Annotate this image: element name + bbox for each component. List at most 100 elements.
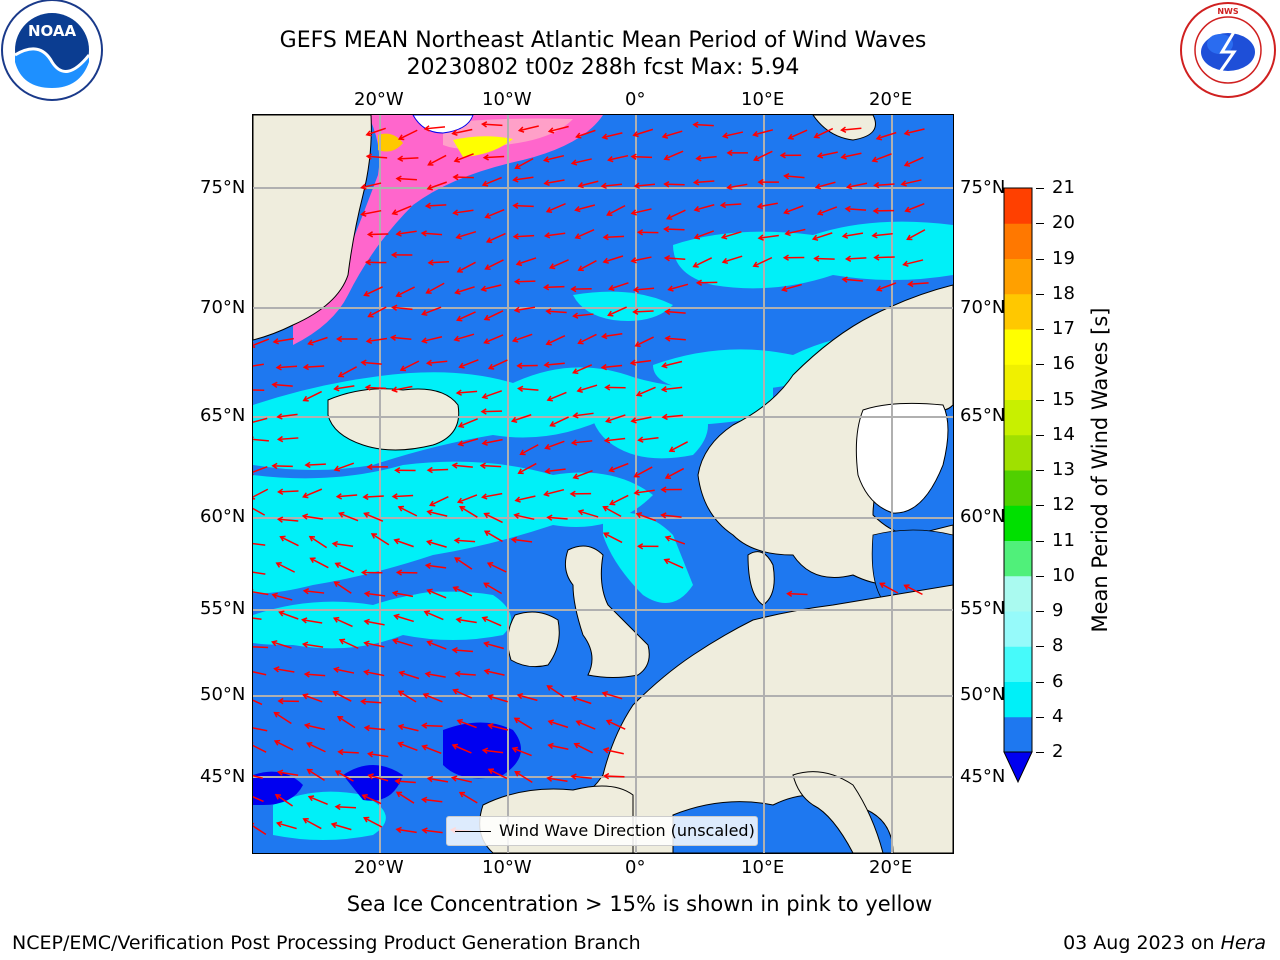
- wind-wave-arrow: [421, 306, 442, 316]
- wind-wave-arrow: [365, 153, 388, 160]
- wind-wave-arrow: [632, 128, 654, 138]
- wind-wave-arrow: [608, 282, 629, 291]
- wind-wave-arrow: [634, 336, 654, 348]
- wind-wave-arrow: [424, 671, 446, 678]
- chart-subtitle: 20230802 t00z 288h fcst Max: 5.94: [406, 55, 800, 80]
- lat-label-left: 75°N: [200, 177, 246, 198]
- wind-wave-arrow: [693, 204, 715, 213]
- wind-wave-arrow: [543, 154, 565, 163]
- wind-wave-arrow: [302, 818, 322, 830]
- wind-wave-arrow: [275, 562, 295, 573]
- colorbar-tick-label: 20: [1052, 212, 1075, 234]
- wind-wave-arrow: [394, 778, 416, 785]
- wind-wave-arrow: [543, 179, 565, 187]
- colorbar-tick-mark: [1036, 611, 1044, 612]
- wind-wave-arrow: [426, 775, 449, 783]
- italy-land: [792, 771, 884, 853]
- wind-wave-arrow: [366, 463, 388, 471]
- wind-wave-arrow: [277, 697, 299, 705]
- wind-wave-arrow: [253, 671, 267, 676]
- colorbar-swatch: [1004, 399, 1032, 436]
- wind-wave-arrow: [363, 590, 386, 598]
- wind-wave-arrow: [426, 588, 447, 599]
- colorbar-tick-mark: [1036, 505, 1044, 507]
- wind-wave-arrow: [363, 618, 385, 626]
- colorbar-tick-mark: [1036, 258, 1044, 260]
- wind-wave-arrow: [391, 638, 413, 647]
- lon-label-top: 10°E: [741, 89, 785, 110]
- svg-text:NWS: NWS: [1217, 7, 1239, 16]
- colorbar-extend: [1003, 751, 1033, 784]
- wind-wave-arrow: [543, 232, 566, 239]
- wind-wave-arrow: [397, 741, 418, 751]
- lon-label-bottom: 20°W: [354, 857, 404, 878]
- wind-wave-arrow: [816, 151, 838, 159]
- wind-wave-arrow: [840, 126, 862, 133]
- wind-wave-arrow: [661, 130, 683, 139]
- colorbar-swatch: [1004, 505, 1032, 541]
- wind-wave-arrow: [573, 742, 593, 754]
- wind-wave-arrow: [365, 337, 388, 344]
- wind-wave-arrow: [302, 363, 325, 371]
- wind-wave-arrow: [841, 232, 864, 239]
- colorbar-tick-mark: [1036, 364, 1044, 366]
- wind-wave-arrow: [757, 178, 779, 186]
- wind-wave-arrow: [395, 286, 415, 298]
- wind-wave-arrow: [276, 413, 298, 420]
- wind-wave-arrow: [336, 715, 356, 729]
- wind-wave-arrow: [903, 156, 924, 167]
- wind-wave-arrow: [395, 569, 418, 576]
- colorbar-swatch: [1004, 223, 1032, 259]
- wind-wave-arrow: [572, 312, 594, 319]
- wind-wave-arrow: [367, 773, 389, 782]
- wind-wave-arrow: [811, 232, 833, 241]
- wind-wave-arrow: [844, 255, 867, 262]
- wind-wave-arrow: [272, 337, 294, 345]
- wind-wave-arrow: [486, 562, 507, 573]
- wind-wave-arrow: [360, 182, 382, 190]
- wind-wave-arrow: [516, 692, 538, 702]
- wind-wave-arrow: [273, 739, 294, 751]
- colorbar-swatch: [1004, 681, 1032, 718]
- wind-wave-arrow: [421, 827, 443, 834]
- wind-wave-arrow: [481, 747, 504, 754]
- wind-wave-arrow: [271, 640, 292, 649]
- wind-wave-arrow: [397, 129, 418, 141]
- wind-wave-arrow: [390, 251, 413, 259]
- colorbar-swatch: [1004, 258, 1032, 295]
- wind-wave-arrow: [576, 384, 598, 393]
- wind-wave-arrow: [483, 668, 505, 676]
- wind-wave-arrow: [455, 230, 477, 240]
- wind-wave-arrow: [361, 793, 382, 805]
- sea-ice-note: Sea Ice Concentration > 15% is shown in …: [346, 892, 933, 916]
- wind-wave-arrow: [545, 335, 566, 346]
- greenland-land: [253, 115, 372, 341]
- wind-wave-arrow: [693, 230, 715, 240]
- colorbar-tick-label: 2: [1052, 741, 1064, 762]
- wind-wave-arrow: [391, 205, 412, 216]
- chart-title: GEFS MEAN Northeast Atlantic Mean Period…: [279, 28, 927, 53]
- wind-wave-arrow: [457, 438, 479, 447]
- wind-wave-arrow: [360, 359, 382, 366]
- wind-wave-arrow: [274, 793, 294, 807]
- wind-wave-arrow: [513, 717, 533, 730]
- colorbar-swatch: [1004, 364, 1032, 400]
- colorbar-tick-mark: [1036, 470, 1044, 471]
- wind-wave-arrow: [454, 557, 473, 570]
- lon-label-top: 20°W: [354, 89, 404, 110]
- wind-wave-arrow: [577, 180, 599, 189]
- wind-wave-arrow: [363, 286, 383, 297]
- wind-wave-arrow: [337, 748, 359, 756]
- wind-wave-arrow: [395, 175, 417, 182]
- colorbar-swatch: [1004, 470, 1032, 506]
- wind-wave-arrow: [423, 610, 444, 621]
- wind-wave-arrow: [719, 201, 742, 209]
- wind-wave-arrow: [451, 128, 473, 136]
- map-panel: [252, 114, 954, 854]
- wind-wave-arrow: [546, 514, 568, 521]
- wind-wave-arrow: [334, 770, 354, 782]
- colorbar-tick-mark: [1036, 752, 1044, 753]
- wind-wave-arrow: [483, 530, 503, 543]
- colorbar-tick-mark: [1036, 575, 1044, 577]
- wind-wave-arrow: [607, 154, 629, 163]
